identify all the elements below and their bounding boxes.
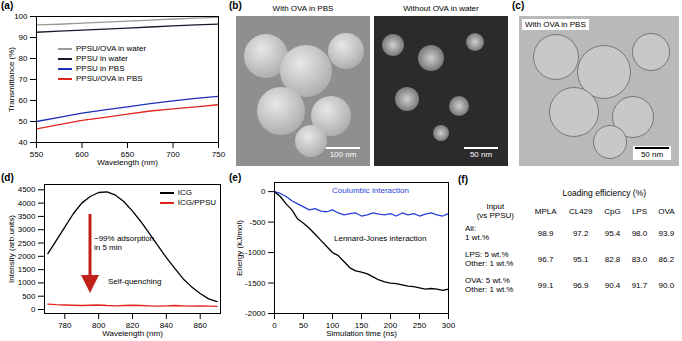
svg-text:-2000: -2000	[245, 309, 266, 318]
html-text:LPS: 5 wt.% Other: 1 wt.%: LPS: 5 wt.% Other: 1 wt.%	[465, 250, 514, 268]
html-text:95.4: 95.4	[604, 228, 621, 238]
svg-text:60: 60	[19, 96, 28, 105]
svg-text:1500: 1500	[18, 265, 36, 274]
html-text:With OVA in PBS: With OVA in PBS	[272, 4, 334, 13]
html-text:91.7: 91.7	[631, 280, 648, 290]
svg-text:4500: 4500	[18, 185, 36, 194]
html-text:CpG: CpG	[604, 206, 621, 216]
html-text:(c): (c)	[512, 0, 525, 11]
html-text:CL429: CL429	[568, 206, 593, 216]
html-text:MPLA: MPLA	[534, 206, 557, 216]
svg-text:Simulation time (ns): Simulation time (ns)	[326, 329, 397, 338]
svg-text:Intensity (arb.units): Intensity (arb.units)	[7, 215, 16, 283]
svg-text:3500: 3500	[18, 212, 36, 221]
html-text:100 nm: 100 nm	[329, 150, 357, 159]
html-text:(e): (e)	[229, 172, 242, 183]
svg-text:0: 0	[31, 305, 36, 314]
html-text:86.2: 86.2	[658, 254, 675, 264]
html-text:Coulumbic interaction: Coulumbic interaction	[332, 186, 409, 195]
html-text:All: 1 wt.%: All: 1 wt.%	[465, 224, 489, 242]
html-text:With OVA in PBS: With OVA in PBS	[525, 20, 586, 29]
html-text:50 nm: 50 nm	[640, 150, 664, 159]
html-text:ICG/PPSU: ICG/PPSU	[177, 198, 216, 207]
svg-text:1000: 1000	[18, 278, 36, 287]
html-text:Loading efficiency (%): Loading efficiency (%)	[562, 188, 646, 198]
html-text:ICG: ICG	[177, 188, 192, 197]
html-text:LPS: LPS	[631, 206, 647, 216]
html-text:Self-quenching: Self-quenching	[108, 277, 162, 286]
html-text:(f): (f)	[458, 174, 468, 185]
svg-text:750: 750	[212, 150, 226, 159]
html-text:50 nm: 50 nm	[469, 150, 493, 159]
svg-text:780: 780	[58, 321, 72, 330]
html-text:97.2: 97.2	[572, 228, 589, 238]
svg-text:90: 90	[19, 33, 28, 42]
svg-text:700: 700	[166, 150, 180, 159]
html-text:93.9: 93.9	[658, 228, 675, 238]
svg-text:820: 820	[125, 321, 140, 331]
svg-text:40: 40	[19, 138, 28, 147]
svg-text:2500: 2500	[18, 239, 36, 248]
svg-text:150: 150	[354, 321, 369, 331]
html-text:96.7: 96.7	[537, 254, 554, 264]
svg-text:Energy (kJ/mol): Energy (kJ/mol)	[235, 220, 244, 276]
svg-text:-500: -500	[249, 218, 266, 227]
svg-text:50: 50	[19, 117, 28, 126]
html-text:83.0: 83.0	[631, 254, 648, 264]
svg-text:860: 860	[194, 321, 208, 330]
html-text:(d): (d)	[1, 172, 14, 183]
html-text:OVA: 5 wt.% Other: 1 wt.%: OVA: 5 wt.% Other: 1 wt.%	[465, 276, 514, 294]
svg-text:80: 80	[19, 54, 28, 63]
svg-text:250: 250	[413, 321, 427, 330]
svg-text:70: 70	[19, 75, 28, 84]
html-text:PPSU in PBS: PPSU in PBS	[76, 64, 125, 73]
svg-text:200: 200	[383, 321, 398, 331]
svg-text:3000: 3000	[18, 225, 36, 234]
svg-text:Wavelength (nm): Wavelength (nm)	[97, 158, 158, 167]
svg-text:50: 50	[299, 321, 308, 330]
svg-text:300: 300	[442, 321, 456, 330]
svg-text:100: 100	[325, 321, 340, 331]
svg-text:2000: 2000	[18, 252, 36, 261]
html-text:(b): (b)	[229, 0, 242, 11]
html-text:OVA: OVA	[658, 206, 675, 216]
svg-text:840: 840	[159, 321, 173, 331]
html-text:Without OVA in water: Without OVA in water	[403, 4, 479, 13]
html-text:82.8: 82.8	[604, 254, 621, 264]
svg-text:800: 800	[92, 321, 106, 331]
html-text:90.0: 90.0	[658, 280, 675, 290]
svg-text:4000: 4000	[18, 199, 36, 208]
html-text:Input (vs PPSU): Input (vs PPSU)	[476, 202, 514, 220]
html-text:PPSU/OVA in PBS: PPSU/OVA in PBS	[76, 74, 143, 83]
svg-text:100: 100	[14, 12, 28, 21]
svg-text:0: 0	[261, 187, 266, 196]
svg-text:500: 500	[22, 292, 36, 301]
html-text:95.1: 95.1	[572, 254, 589, 264]
svg-text:Wavelength (nm): Wavelength (nm)	[102, 329, 163, 338]
html-text:PPSU/OVA in water: PPSU/OVA in water	[76, 44, 147, 53]
svg-text:600: 600	[75, 150, 89, 159]
svg-text:0: 0	[272, 321, 277, 330]
html-text:98.0: 98.0	[631, 228, 648, 238]
html-text:(a): (a)	[1, 0, 14, 11]
svg-text:550: 550	[30, 150, 44, 159]
svg-text:650: 650	[120, 150, 135, 160]
svg-text:-1500: -1500	[245, 279, 266, 288]
html-text:98.9: 98.9	[537, 228, 554, 238]
svg-text:-1000: -1000	[245, 248, 266, 257]
html-text:96.9: 96.9	[572, 280, 589, 290]
html-text:90.4: 90.4	[604, 280, 621, 290]
html-text:PPSU in water: PPSU in water	[76, 54, 128, 63]
html-text:99.1: 99.1	[537, 280, 554, 290]
html-text:~99% adsorption in 5 min: ~99% adsorption in 5 min	[94, 234, 155, 252]
html-text:Lennard-Jones interaction: Lennard-Jones interaction	[334, 234, 427, 243]
svg-text:Transmittance (%): Transmittance (%)	[7, 47, 16, 112]
